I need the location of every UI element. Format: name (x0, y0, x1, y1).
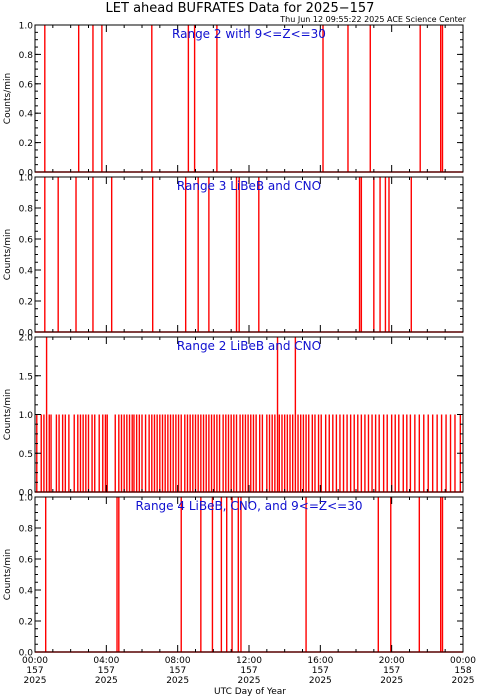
y-tick-label: 1.0 (19, 494, 34, 504)
y-axis-label: Counts/min (3, 229, 13, 280)
y-tick-label: 0.4 (19, 587, 34, 597)
panel-label: Range 4 LiBeB, CNO, and 9<=Z<=30 (136, 499, 363, 513)
chart-title: LET ahead BUFRATES Data for 2025−157 (106, 1, 375, 16)
x-tick-label-line: 04:00 (93, 656, 119, 666)
y-tick-label: 0.8 (19, 205, 34, 215)
timestamp: Thu Jun 12 09:55:22 2025 ACE Science Cen… (279, 15, 466, 24)
y-tick-label: 0.6 (19, 80, 34, 90)
x-tick-label-line: 2025 (380, 676, 403, 686)
x-tick-label-line: 16:00 (307, 656, 333, 666)
panel-2: 0.0 0.2 0.4 0.6 0.8 1.0 Counts/min Range 3 LiBe… (3, 174, 464, 339)
plot-frame (34, 176, 464, 333)
y-axis-label: Counts/min (3, 549, 13, 600)
series-line-1 (35, 25, 463, 173)
panels: 0.0 0.2 0.4 0.6 0.8 1.0 Counts/min Range 2 with… (3, 22, 476, 687)
x-tick-label-line: 2025 (238, 676, 261, 686)
x-tick-label-line: 20:00 (379, 656, 405, 666)
panel-1: 0.0 0.2 0.4 0.6 0.8 1.0 Counts/min Range 2 with… (3, 22, 464, 179)
panel-label: Range 3 LiBeB and CNO (177, 179, 321, 193)
y-axis-label: Counts/min (3, 389, 13, 440)
x-tick-label-line: 157 (383, 666, 400, 676)
x-tick-label-line: 2025 (95, 676, 118, 686)
y-tick-label: 0.6 (19, 556, 34, 566)
x-tick-label-line: 12:00 (236, 656, 262, 666)
y-tick-label: 0.4 (19, 110, 34, 120)
panel-4: 0.0 0.2 0.4 0.6 0.8 1.0 Counts/min Range 4 LiBe… (3, 494, 464, 659)
x-tick-label-line: 00:00 (22, 656, 48, 666)
x-tick-label-line: 2025 (309, 676, 332, 686)
y-tick-label: 0.2 (19, 139, 33, 149)
y-tick-label: 0.4 (19, 267, 34, 277)
x-tick-label-line: 157 (26, 666, 43, 676)
y-tick-label: 1.5 (19, 372, 33, 382)
y-tick-label: 1.0 (19, 411, 34, 421)
y-axis-label: Counts/min (3, 73, 13, 124)
y-tick-label: 1.0 (19, 174, 34, 184)
y-tick-label: 0.0 (19, 329, 34, 339)
plot-frame (34, 496, 464, 653)
x-tick-label-line: 00:00 (450, 656, 476, 666)
panel-3: 0.0 0.5 1.0 1.5 2.0 Counts/min Range 2 LiBeB a… (3, 334, 464, 499)
x-tick-label-line: 158 (454, 666, 471, 676)
y-tick-label: 0.0 (19, 649, 34, 659)
x-tick-label-line: 2025 (24, 676, 47, 686)
series-line-2 (35, 177, 463, 333)
panel-label: Range 2 LiBeB and CNO (177, 339, 321, 353)
y-tick-label: 0.0 (19, 489, 34, 499)
x-tick-label-line: 157 (169, 666, 186, 676)
plot-frame (34, 24, 464, 173)
x-tick-label-line: 157 (98, 666, 115, 676)
x-axis-label: UTC Day of Year (214, 687, 286, 697)
y-tick-label: 0.2 (19, 618, 33, 628)
y-tick-label: 0.2 (19, 298, 33, 308)
x-tick-label-line: 157 (240, 666, 257, 676)
y-tick-label: 0.8 (19, 51, 34, 61)
x-tick-label-line: 157 (312, 666, 329, 676)
series-line-4 (35, 497, 463, 653)
y-tick-label: 2.0 (19, 334, 34, 344)
y-tick-label: 0.8 (19, 525, 34, 535)
x-tick-label-line: 2025 (166, 676, 189, 686)
panel-label: Range 2 with 9<=Z<=30 (172, 27, 326, 41)
series-line-3 (35, 337, 463, 493)
y-tick-label: 1.0 (19, 22, 34, 32)
x-tick-label-line: 2025 (452, 676, 475, 686)
y-tick-label: 0.5 (19, 450, 33, 460)
y-tick-label: 0.0 (19, 169, 34, 179)
y-tick-label: 0.6 (19, 236, 34, 246)
x-tick-label-line: 08:00 (165, 656, 191, 666)
